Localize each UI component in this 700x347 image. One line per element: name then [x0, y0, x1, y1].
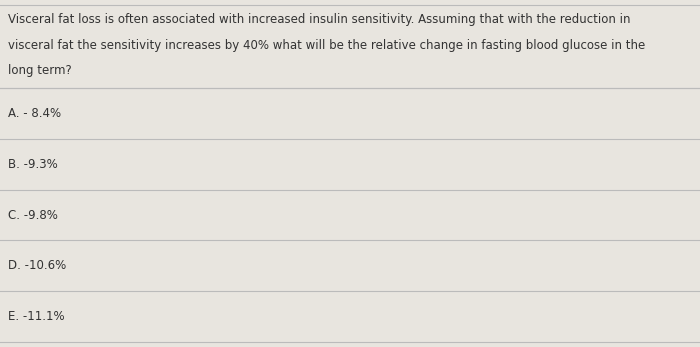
Text: A. - 8.4%: A. - 8.4%: [8, 107, 61, 120]
Text: long term?: long term?: [8, 64, 71, 77]
Text: Visceral fat loss is often associated with increased insulin sensitivity. Assumi: Visceral fat loss is often associated wi…: [8, 13, 631, 26]
Text: B. -9.3%: B. -9.3%: [8, 158, 57, 171]
Text: visceral fat the sensitivity increases by 40% what will be the relative change i: visceral fat the sensitivity increases b…: [8, 39, 645, 52]
Text: C. -9.8%: C. -9.8%: [8, 209, 58, 221]
Text: D. -10.6%: D. -10.6%: [8, 259, 66, 272]
Text: E. -11.1%: E. -11.1%: [8, 310, 64, 323]
